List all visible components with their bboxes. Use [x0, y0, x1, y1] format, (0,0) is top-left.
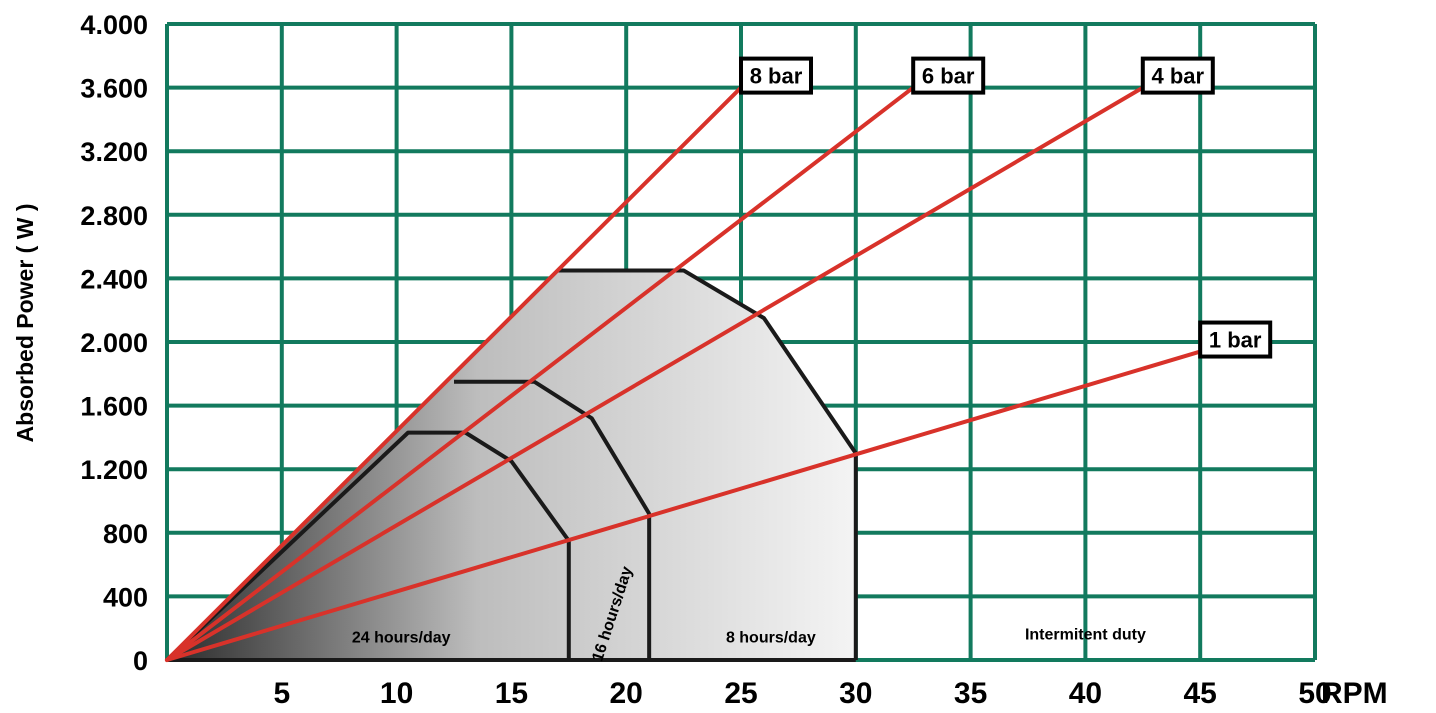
region-boundary-2 — [454, 379, 652, 660]
series-label-box — [1140, 56, 1215, 95]
region-label-1: 24 hours/day — [352, 630, 451, 647]
y-tick-label: 0 — [133, 646, 148, 676]
region-label-4: Intermitent duty — [1025, 626, 1146, 643]
duty-regions: 24 hours/day 16 hours/day 8 hours/day Inter… — [165, 268, 1146, 664]
series-label-box — [911, 56, 986, 95]
series-label-1: 8 bar — [739, 56, 813, 95]
x-tick-label: 15 — [495, 677, 528, 710]
series-line-3 — [165, 85, 1145, 662]
y-tick-label: 3.200 — [80, 137, 148, 167]
series-label-box — [1198, 320, 1273, 359]
region-boundary-3 — [557, 268, 858, 660]
series-label-2: 6 bar — [911, 56, 986, 95]
series-label-text: 4 bar — [1152, 64, 1205, 89]
x-tick-label: 45 — [1184, 677, 1217, 710]
y-tick-label: 800 — [103, 519, 148, 549]
series-line-1 — [165, 85, 743, 662]
axis-ticks: 0 400 800 1.200 1.600 2.000 2.400 2.800 3.200 3.6… — [80, 10, 1331, 710]
pressure-labels: 8 bar 6 bar 4 bar 1 bar — [739, 56, 1273, 359]
pressure-lines — [165, 85, 1203, 662]
y-tick-label: 2.800 — [80, 201, 148, 231]
series-line-4 — [165, 349, 1203, 662]
y-tick-label: 1.200 — [80, 455, 148, 485]
y-tick-label: 4.000 — [80, 10, 148, 40]
y-tick-label: 2.000 — [80, 328, 148, 358]
y-tick-label: 2.400 — [80, 264, 148, 294]
y-tick-label: 3.600 — [80, 74, 148, 104]
series-label-box — [739, 56, 813, 95]
series-label-4: 1 bar — [1198, 320, 1273, 359]
x-tick-label: 30 — [839, 677, 872, 710]
x-tick-label: 25 — [724, 677, 757, 710]
x-tick-label: 50 — [1298, 677, 1331, 710]
series-label-text: 1 bar — [1209, 328, 1262, 353]
series-line-2 — [165, 85, 916, 662]
region-label-3: 8 hours/day — [726, 630, 816, 647]
y-tick-label: 1.600 — [80, 392, 148, 422]
x-tick-label: 35 — [954, 677, 987, 710]
region-boundary-1 — [165, 430, 571, 662]
x-tick-label: 5 — [273, 677, 290, 710]
y-axis-label: Absorbed Power ( W ) — [12, 204, 38, 443]
x-axis-label: RPM — [1321, 677, 1388, 710]
y-tick-label: 400 — [103, 582, 148, 612]
x-tick-label: 40 — [1069, 677, 1102, 710]
x-tick-label: 10 — [380, 677, 413, 710]
duty-shaded-area — [167, 270, 856, 660]
series-label-3: 4 bar — [1140, 56, 1215, 95]
x-tick-label: 20 — [610, 677, 643, 710]
series-label-text: 6 bar — [922, 64, 975, 89]
series-label-text: 8 bar — [750, 64, 803, 89]
